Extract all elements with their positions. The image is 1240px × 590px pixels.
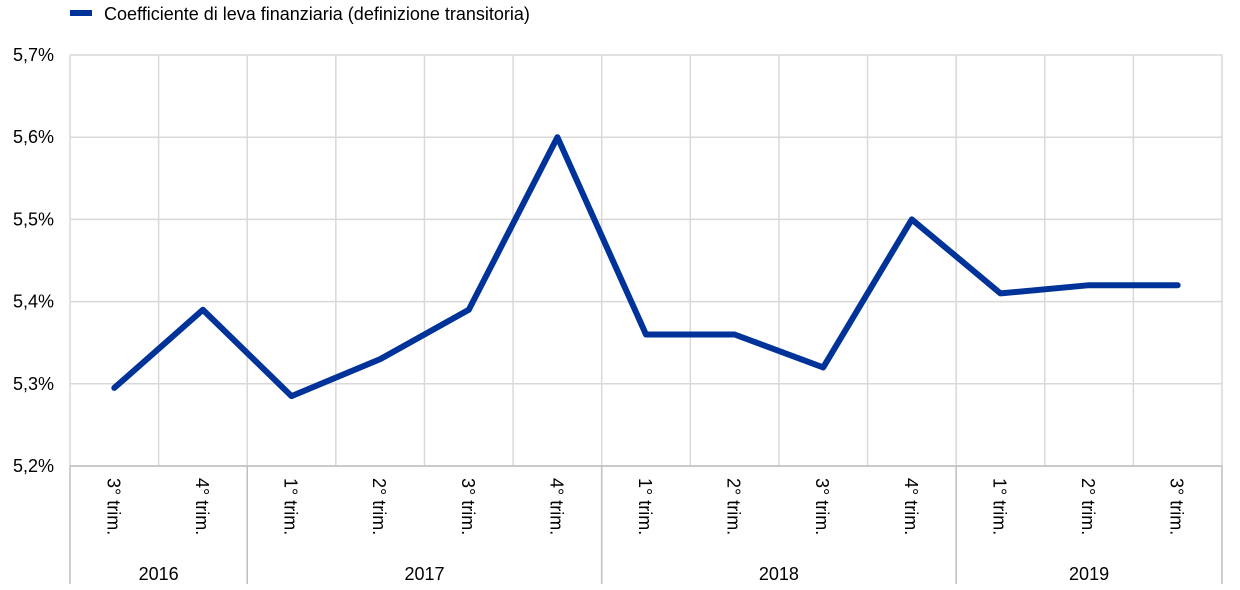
y-tick-label: 5,3% [13,374,54,394]
data-point [113,386,116,389]
data-point [733,333,736,336]
y-tick-label: 5,4% [13,292,54,312]
x-tick-label: 4° trim. [901,478,921,535]
legend-label: Coefficiente di leva finanziaria (defini… [104,4,530,24]
data-point [379,358,382,361]
year-label: 2019 [1069,564,1109,584]
data-point [999,292,1002,295]
x-tick-label: 2° trim. [724,478,744,535]
x-tick-label: 3° trim. [1167,478,1187,535]
x-axis: 3° trim. 4° trim. 1° trim. 2° trim. 3° trim.… [69,465,1223,584]
year-label: 2016 [139,564,179,584]
data-point [556,136,559,139]
x-tick-label: 3° trim. [103,478,123,535]
legend-swatch [70,10,92,16]
data-point [822,366,825,369]
y-tick-label: 5,5% [13,209,54,229]
x-tick-label: 3° trim. [812,478,832,535]
x-tick-label: 2° trim. [1078,478,1098,535]
x-tick-label: 1° trim. [281,478,301,535]
data-point [1088,284,1091,287]
y-tick-label: 5,2% [13,456,54,476]
x-tick-label: 1° trim. [635,478,655,535]
data-point [1176,284,1179,287]
gridlines [69,54,1223,467]
series-line [111,134,1181,400]
series-layer [111,134,1181,400]
x-tick-label: 4° trim. [546,478,566,535]
data-point [910,218,913,221]
x-tick-label: 1° trim. [989,478,1009,535]
x-tick-label: 3° trim. [458,478,478,535]
legend: Coefficiente di leva finanziaria (defini… [70,4,530,24]
x-tick-label: 2° trim. [369,478,389,535]
data-point [290,395,293,398]
y-tick-label: 5,7% [13,45,54,65]
data-point [645,333,647,336]
data-point [467,308,470,311]
year-label: 2018 [759,564,799,584]
y-axis-ticks: 5,7% 5,6% 5,5% 5,4% 5,3% 5,2% [13,45,54,476]
x-tick-label: 4° trim. [192,478,212,535]
data-point [201,308,204,311]
year-label: 2017 [404,564,444,584]
y-tick-label: 5,6% [13,127,54,147]
